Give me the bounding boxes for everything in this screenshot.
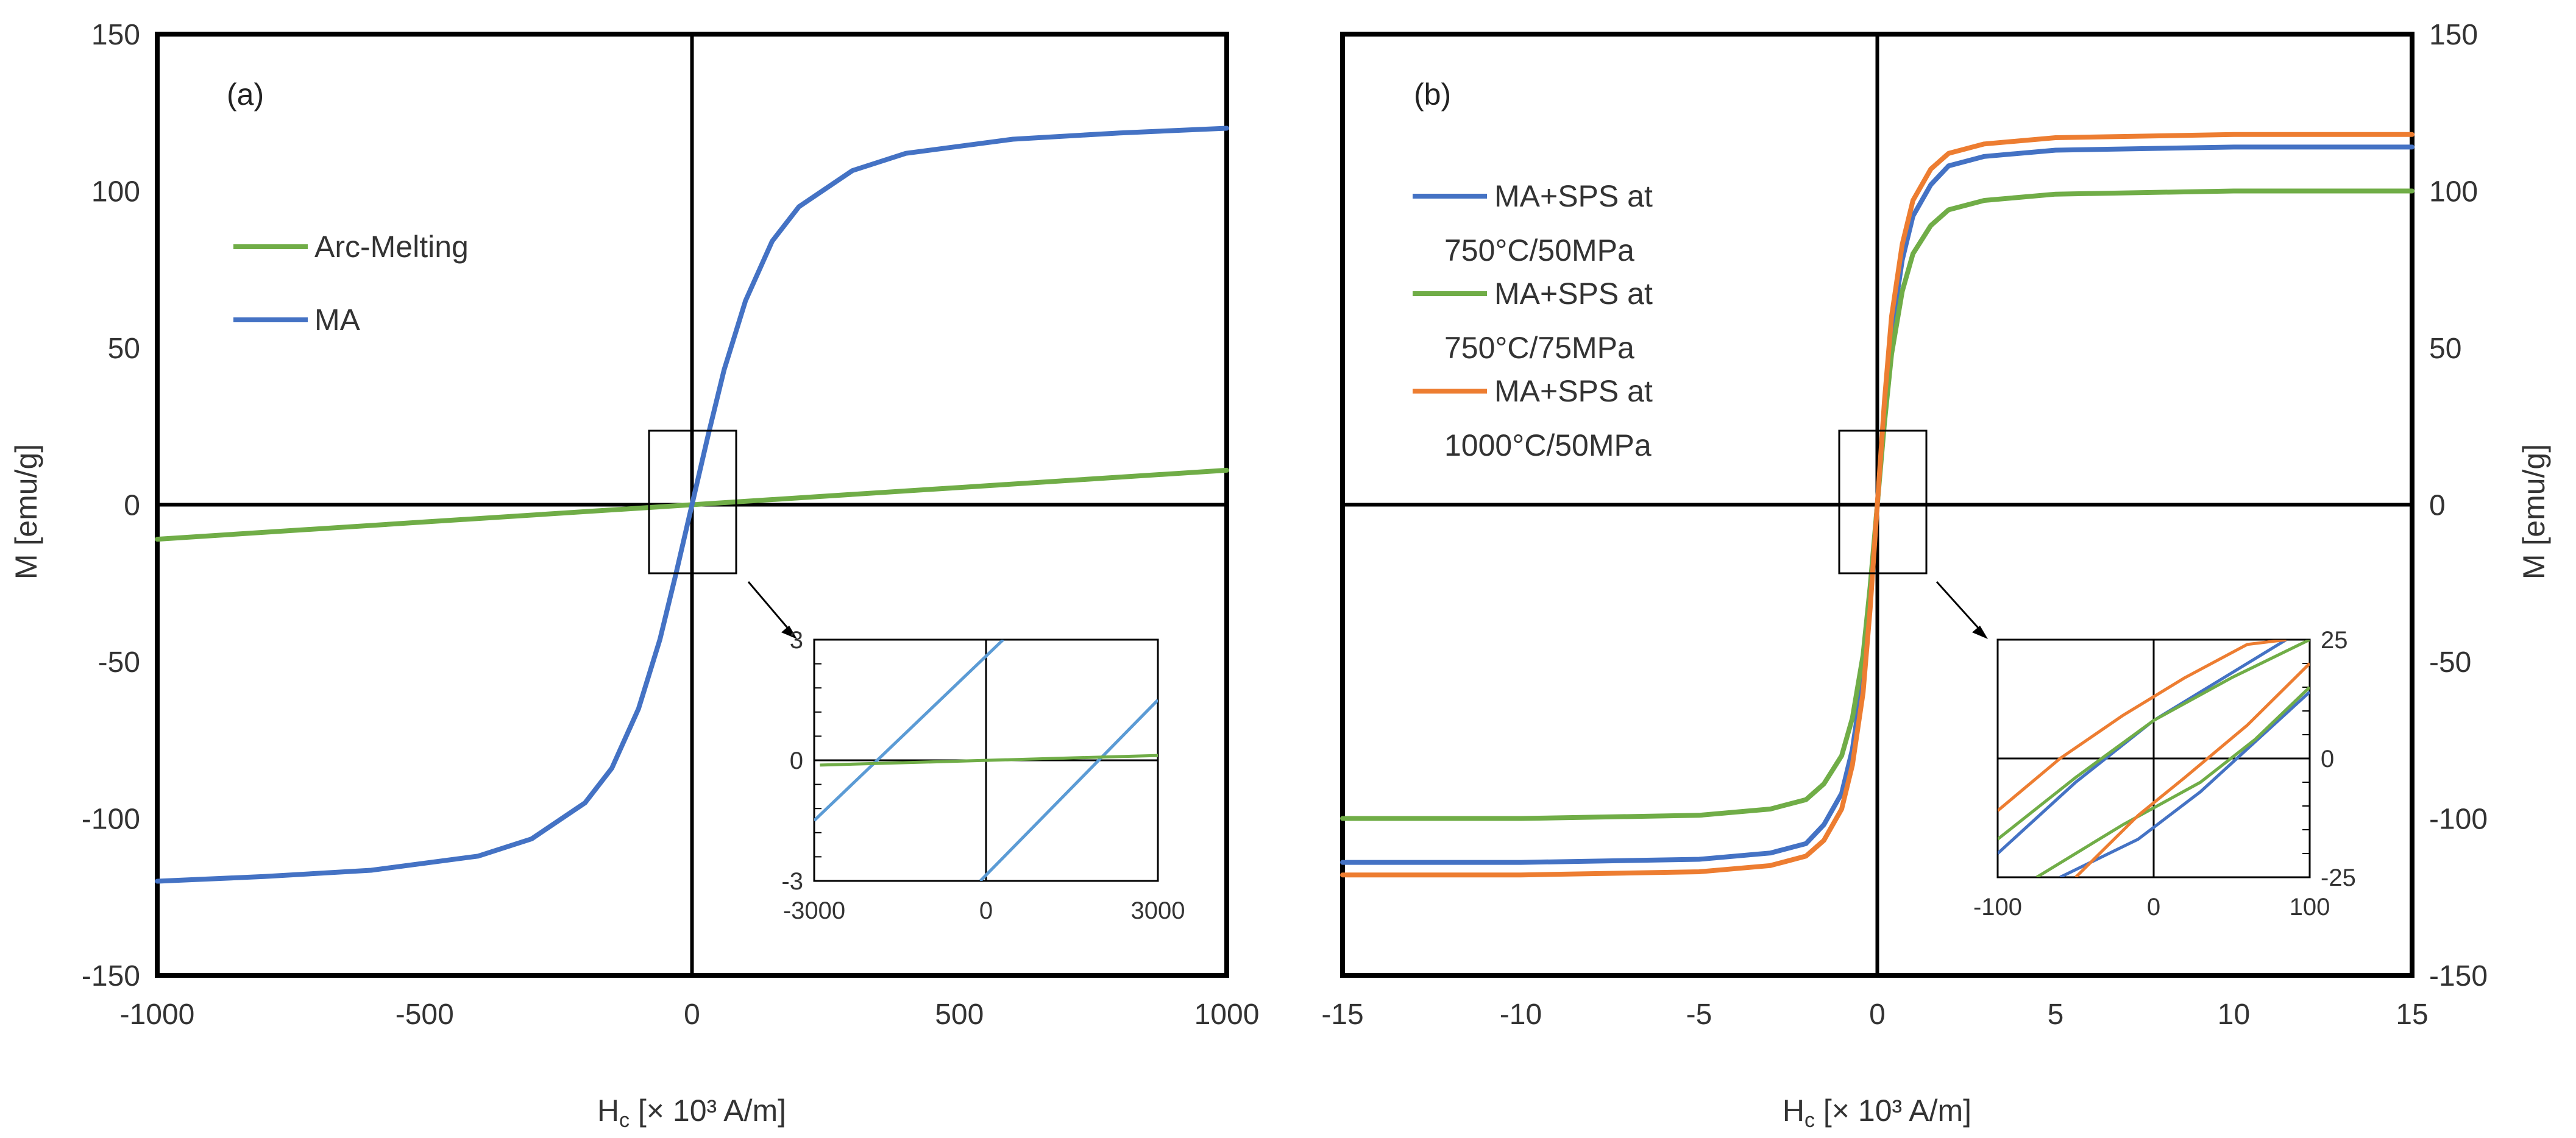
y-tick-label: -50: [98, 646, 140, 679]
inset-x-tick-label: 0: [979, 897, 993, 924]
y-tick-label: -150: [2429, 960, 2488, 992]
y-tick-label: 0: [2429, 490, 2446, 522]
panel-b-ylabel: M [emu/g]: [2517, 444, 2551, 579]
xlabel-sub: c: [1804, 1109, 1815, 1132]
inset-series-line-1: [2059, 690, 2310, 877]
inset-y-tick-label: 0: [790, 747, 803, 774]
x-tick-label: -10: [1500, 998, 1542, 1031]
inset-series: [814, 640, 1158, 881]
inset-series-line-3: [2035, 686, 2310, 877]
x-tick-label: 10: [2218, 998, 2250, 1031]
y-tick-label: 50: [2429, 333, 2461, 365]
panel-a-inset: -3000 0 3000 3 0 -3: [781, 627, 1185, 924]
inset-series-line-2: [1998, 640, 2310, 841]
panel-b-inset: -100 0 100 25 0 -25: [1973, 627, 2356, 921]
y-tick-label: 0: [124, 490, 140, 522]
inset-y-tick-label: 3: [790, 627, 803, 654]
x-tick-label: -15: [1321, 998, 1363, 1031]
y-tick-label: 150: [2429, 19, 2478, 51]
x-tick-label: 0: [1869, 998, 1886, 1031]
inset-series: [1998, 640, 2310, 877]
xlabel-main: H: [1783, 1094, 1804, 1128]
inset-x-tick-label: -3000: [783, 897, 845, 924]
panel-a-legend: Arc-Melting MA: [233, 230, 469, 337]
xlabel-rest: [× 10³ A/m]: [630, 1094, 786, 1128]
inset-series-line-2: [820, 754, 1158, 767]
inset-y-tick-label: 25: [2321, 627, 2348, 654]
panel-a-zoom-box: [648, 429, 737, 574]
panel-a-xlabel: Hc [× 10³ A/m]: [597, 1094, 786, 1132]
x-tick-label: 1000: [1194, 998, 1260, 1031]
panel-a-label: (a): [227, 77, 264, 111]
x-tick-label: 500: [935, 998, 984, 1031]
panel-b-zoom-arrowhead: [1972, 626, 1988, 639]
inset-x-tick-label: 100: [2290, 894, 2330, 921]
xlabel-main: H: [597, 1094, 619, 1128]
inset-series-line-5: [2074, 662, 2310, 877]
legend-label-750-75-line1: MA+SPS at: [1494, 277, 1653, 311]
legend-label-ma: MA: [314, 303, 361, 337]
panel-b-series: [1340, 132, 2415, 878]
x-tick-label: 5: [2048, 998, 2064, 1031]
y-tick-label: -50: [2429, 646, 2471, 679]
panel-b-xlabel: Hc [× 10³ A/m]: [1783, 1094, 1971, 1132]
y-tick-label: -100: [2429, 804, 2488, 836]
inset-y-tick-label: -3: [781, 868, 803, 895]
legend-label-1000-50-line1: MA+SPS at: [1494, 374, 1653, 408]
legend-label-750-50-line2: 750°C/50MPa: [1444, 233, 1634, 267]
panel-b-legend: MA+SPS at 750°C/50MPa MA+SPS at 750°C/75…: [1413, 179, 1653, 462]
panel-a-y-tick-labels: 150 100 50 0 -50 -100 -150: [82, 19, 140, 992]
y-tick-label: 50: [108, 333, 140, 365]
y-tick-label: 100: [91, 176, 140, 208]
panel-b-zoom-box: [1838, 429, 1928, 574]
series-line-1: [155, 125, 1229, 884]
xlabel-sub: c: [619, 1109, 630, 1132]
inset-x-tick-label: 3000: [1131, 897, 1185, 924]
y-tick-label: -150: [82, 960, 140, 992]
legend-label-750-75-line2: 750°C/75MPa: [1444, 331, 1634, 365]
panel-b-x-tick-labels: -15 -10 -5 0 5 10 15: [1321, 998, 2428, 1031]
panel-b-y-tick-labels: 150 100 50 0 -50 -100 -150: [2429, 19, 2488, 992]
legend-label-1000-50-line2: 1000°C/50MPa: [1444, 428, 1652, 462]
panel-a-zoom-arrow: [747, 581, 791, 631]
legend-label-750-50-line1: MA+SPS at: [1494, 179, 1653, 213]
inset-x-tick-label: -100: [1973, 894, 2022, 921]
x-tick-label: -500: [396, 998, 454, 1031]
y-tick-label: -100: [82, 804, 140, 836]
legend-label-arc-melting: Arc-Melting: [314, 230, 469, 264]
inset-x-tick-label: 0: [2147, 894, 2160, 921]
panel-a-zoom-arrowhead: [781, 626, 797, 639]
inset-series-line-1: [979, 699, 1158, 881]
panel-b-zoom-arrow: [1936, 581, 1982, 632]
x-tick-label: -1000: [120, 998, 195, 1031]
inset-series-line-0: [814, 640, 1004, 822]
x-tick-label: -5: [1686, 998, 1712, 1031]
y-tick-label: 100: [2429, 176, 2478, 208]
xlabel-rest: [× 10³ A/m]: [1815, 1094, 1971, 1128]
panel-a-ylabel: M [emu/g]: [9, 444, 43, 579]
x-tick-label: 0: [684, 998, 700, 1031]
y-tick-label: 150: [91, 19, 140, 51]
panel-a-series: [155, 125, 1229, 884]
inset-y-tick-label: -25: [2321, 864, 2356, 891]
panel-b-label: (b): [1414, 77, 1451, 111]
x-tick-label: 15: [2396, 998, 2428, 1031]
panel-a-x-tick-labels: -1000 -500 0 500 1000: [120, 998, 1260, 1031]
inset-y-tick-label: 0: [2321, 746, 2334, 772]
inset-series-line-4: [1998, 640, 2287, 812]
series-line-2: [1340, 132, 2415, 878]
